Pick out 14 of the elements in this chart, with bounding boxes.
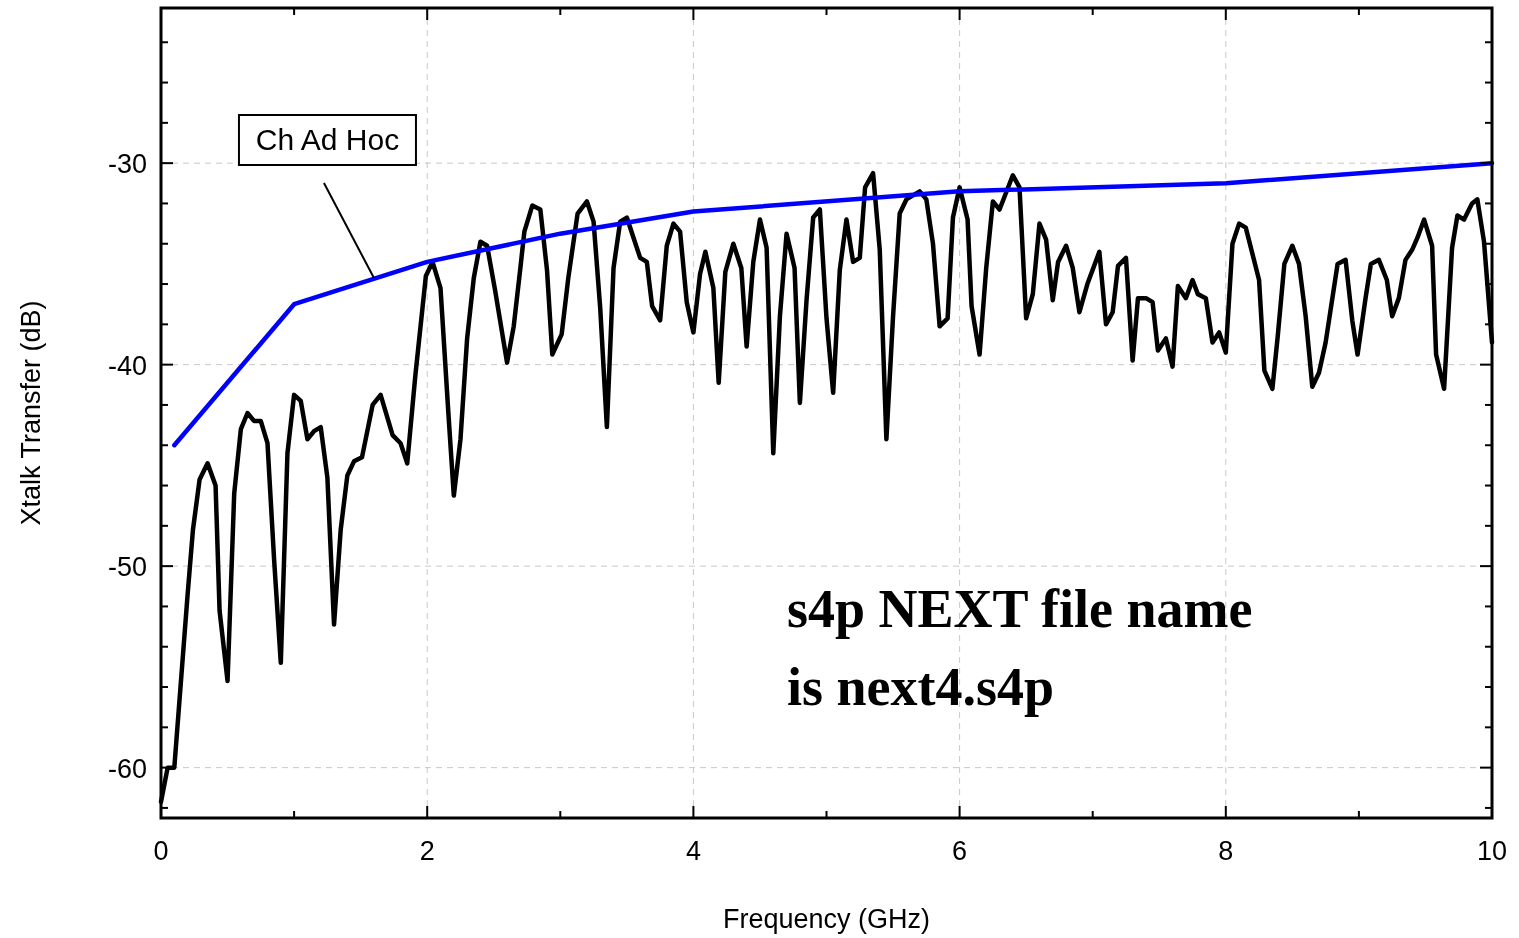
y-tick-label: -30 xyxy=(107,149,147,180)
x-tick-label: 6 xyxy=(952,836,968,866)
x-tick-label: 8 xyxy=(1218,836,1234,866)
x-tick-label: 10 xyxy=(1476,836,1508,866)
x-axis-title: Frequency (GHz) xyxy=(722,904,931,934)
x-tick-label: 4 xyxy=(685,836,701,866)
annotation: Ch Ad Hoc xyxy=(255,123,400,156)
x-tick-label: 2 xyxy=(419,836,435,866)
y-tick-label: -60 xyxy=(107,753,147,784)
x-tick-label: 0 xyxy=(153,836,169,866)
y-tick-label: -50 xyxy=(107,552,147,583)
annotation: s4p NEXT file name is next4.s4p xyxy=(787,579,1253,717)
y-axis-title: Xtalk Transfer (dB) xyxy=(16,300,46,526)
y-tick-label: -40 xyxy=(107,350,147,381)
